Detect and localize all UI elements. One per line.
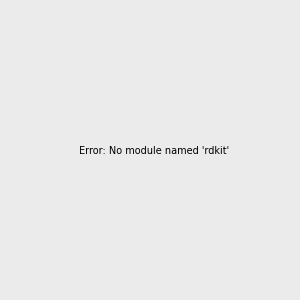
Text: Error: No module named 'rdkit': Error: No module named 'rdkit' [79, 146, 229, 157]
